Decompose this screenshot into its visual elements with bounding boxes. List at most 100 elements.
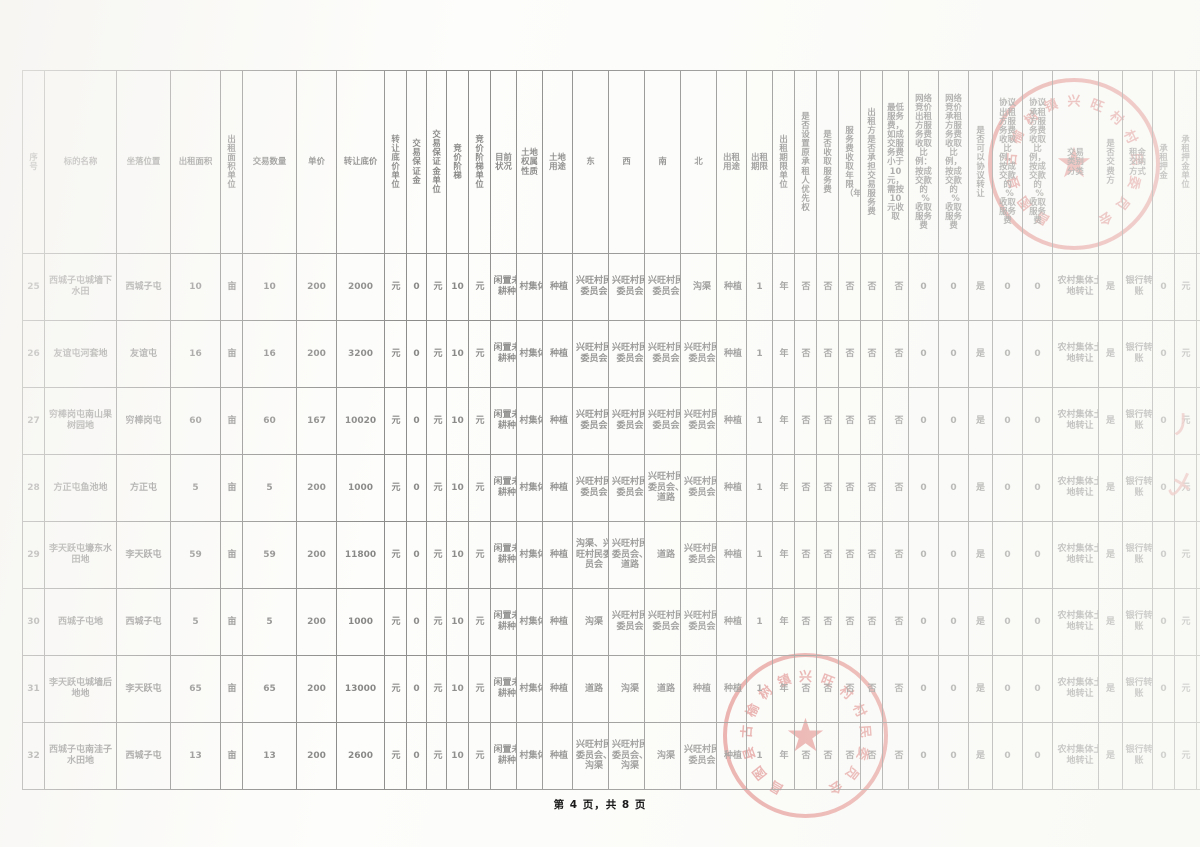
cell-bid_step_unit: 元 bbox=[468, 320, 491, 388]
col-header-land_use: 土地用途 bbox=[542, 70, 573, 254]
cell-value: 沟渠、兴旺村民委员会 bbox=[575, 539, 609, 571]
cell-rent_purpose: 种植 bbox=[716, 655, 747, 723]
cell-service_years: 否 bbox=[838, 521, 861, 589]
cell-bid_step: 10 bbox=[446, 253, 469, 321]
cell-value: 闲置未耕种 bbox=[493, 611, 516, 632]
cell-transfer_floor: 1000 bbox=[336, 588, 385, 656]
cell-value: 0 bbox=[1004, 549, 1011, 560]
cell-net_lessee_ratio: 0 bbox=[938, 521, 969, 589]
cell-net_lessee_ratio: 0 bbox=[938, 588, 969, 656]
cell-value: 是 bbox=[975, 348, 985, 359]
cell-charge_service: 否 bbox=[816, 655, 839, 723]
cell-value: 65 bbox=[263, 683, 276, 694]
cell-value: 兴旺村民委员会 bbox=[611, 611, 645, 632]
cell-value: 银行转账 bbox=[1125, 611, 1153, 632]
cell-value: 元 bbox=[1181, 750, 1191, 761]
cell-value: 0 bbox=[1034, 348, 1041, 359]
cell-value: 5 bbox=[192, 616, 199, 627]
cell-lessor_bears: 否 bbox=[860, 722, 883, 790]
cell-value: 元 bbox=[433, 683, 443, 694]
cell-min_fee_rule: 否 bbox=[882, 655, 909, 723]
cell-lessor_bears: 否 bbox=[860, 320, 883, 388]
cell-bid_step_unit: 元 bbox=[468, 253, 491, 321]
cell-value: 元 bbox=[475, 683, 485, 694]
cell-value: 26 bbox=[27, 348, 40, 359]
cell-priority_right: 否 bbox=[794, 722, 817, 790]
cell-value: 0 bbox=[950, 549, 957, 560]
col-header-label: 转让底价 bbox=[343, 156, 378, 167]
cell-value: 元 bbox=[475, 348, 485, 359]
cell-rent_term: 1 bbox=[746, 454, 773, 522]
cell-value: 59 bbox=[189, 549, 202, 560]
cell-value: 西城子屯地 bbox=[57, 616, 103, 627]
cell-current_status: 闲置未耕种 bbox=[490, 655, 517, 723]
cell-value: 否 bbox=[845, 683, 855, 694]
cell-value: 元 bbox=[475, 281, 485, 292]
cell-value: 0 bbox=[1004, 281, 1011, 292]
cell-agr_lessee_ratio: 0 bbox=[1022, 588, 1053, 656]
cell-value: 村集体 bbox=[519, 482, 541, 493]
cell-seq: 25 bbox=[22, 253, 45, 321]
cell-value: 兴旺村民委员会 bbox=[683, 611, 717, 632]
table-row: 28方正屯鱼池地方正屯5亩52001000元0元10元闲置未耕种村集体种植兴旺村… bbox=[22, 454, 1200, 522]
cell-north: 兴旺村民委员会 bbox=[680, 320, 717, 388]
cell-value: 是 bbox=[975, 549, 985, 560]
cell-value: 0 bbox=[413, 415, 420, 426]
cell-east: 道路 bbox=[572, 655, 609, 723]
cell-rent_term: 1 bbox=[746, 320, 773, 388]
cell-west: 沟渠 bbox=[608, 655, 645, 723]
cell-location: 西城子屯 bbox=[116, 588, 171, 656]
cell-value: 是 bbox=[975, 415, 985, 426]
cell-value: 农村集体土地转让 bbox=[1057, 410, 1099, 431]
col-header-bid_step_unit: 竞价阶梯单位 bbox=[468, 70, 491, 254]
cell-lessor_bears: 否 bbox=[860, 588, 883, 656]
cell-area_unit: 亩 bbox=[220, 387, 243, 455]
cell-value: 是 bbox=[975, 281, 985, 292]
cell-value: 0 bbox=[950, 750, 957, 761]
cell-transfer_floor: 1000 bbox=[336, 454, 385, 522]
col-header-min_fee_rule: 最低服务费，如成交服务费小于10元，需按10元收取 bbox=[882, 70, 909, 254]
cell-value: 是 bbox=[1105, 683, 1115, 694]
cell-value: 0 bbox=[920, 348, 927, 359]
cell-value: 元 bbox=[1181, 281, 1191, 292]
cell-value: 元 bbox=[475, 482, 485, 493]
cell-value: 道路 bbox=[584, 683, 603, 694]
col-header-pay_method: 租金交纳方式 bbox=[1122, 70, 1153, 254]
cell-value: 元 bbox=[433, 549, 443, 560]
cell-value: 李天跃屯 bbox=[125, 683, 162, 694]
cell-south: 道路 bbox=[644, 655, 681, 723]
cell-value: 闲置未耕种 bbox=[493, 678, 516, 699]
cell-value: 0 bbox=[920, 549, 927, 560]
cell-land_use: 种植 bbox=[542, 454, 573, 522]
cell-can_transfer: 是 bbox=[968, 588, 993, 656]
cell-min_fee_rule: 否 bbox=[882, 320, 909, 388]
col-header-label: 西 bbox=[622, 156, 631, 167]
cell-value: 0 bbox=[413, 281, 420, 292]
cell-value: 沟渠 bbox=[584, 616, 603, 627]
col-header-bid_step: 竞价阶梯 bbox=[446, 70, 469, 254]
cell-rent_area: 60 bbox=[170, 387, 221, 455]
cell-value: 年 bbox=[779, 549, 789, 560]
cell-agr_lessor_ratio: 0 bbox=[992, 387, 1023, 455]
cell-deposit: 0 bbox=[406, 387, 427, 455]
col-header-net_lessor_ratio: 网络竞价出租方服务费收取比例：按成交款的_%收取服务费 bbox=[908, 70, 939, 254]
cell-service_years: 否 bbox=[838, 454, 861, 522]
cell-value: 元 bbox=[1181, 683, 1191, 694]
col-header-subject_name: 标的名称 bbox=[44, 70, 117, 254]
cell-agr_lessor_ratio: 0 bbox=[992, 320, 1023, 388]
col-header-label: 坐落位置 bbox=[126, 156, 161, 167]
cell-value: 1 bbox=[756, 348, 763, 359]
cell-value: 0 bbox=[413, 683, 420, 694]
cell-contractor_name: 陈立存 bbox=[1196, 722, 1200, 790]
table-row: 31李天跃屯城墙后地地李天跃屯65亩6520013000元0元10元闲置未耕种村… bbox=[22, 655, 1200, 723]
col-header-label: 单价 bbox=[308, 156, 325, 167]
cell-value: 否 bbox=[867, 281, 877, 292]
col-header-contractor_name: 承包人姓名 bbox=[1196, 70, 1200, 254]
cell-area_unit: 亩 bbox=[220, 454, 243, 522]
cell-value: 否 bbox=[845, 750, 855, 761]
cell-land_use: 种植 bbox=[542, 655, 573, 723]
cell-value: 否 bbox=[801, 415, 811, 426]
cell-charge_service: 否 bbox=[816, 253, 839, 321]
cell-net_lessor_ratio: 0 bbox=[908, 253, 939, 321]
cell-value: 农村集体土地转让 bbox=[1057, 611, 1099, 632]
